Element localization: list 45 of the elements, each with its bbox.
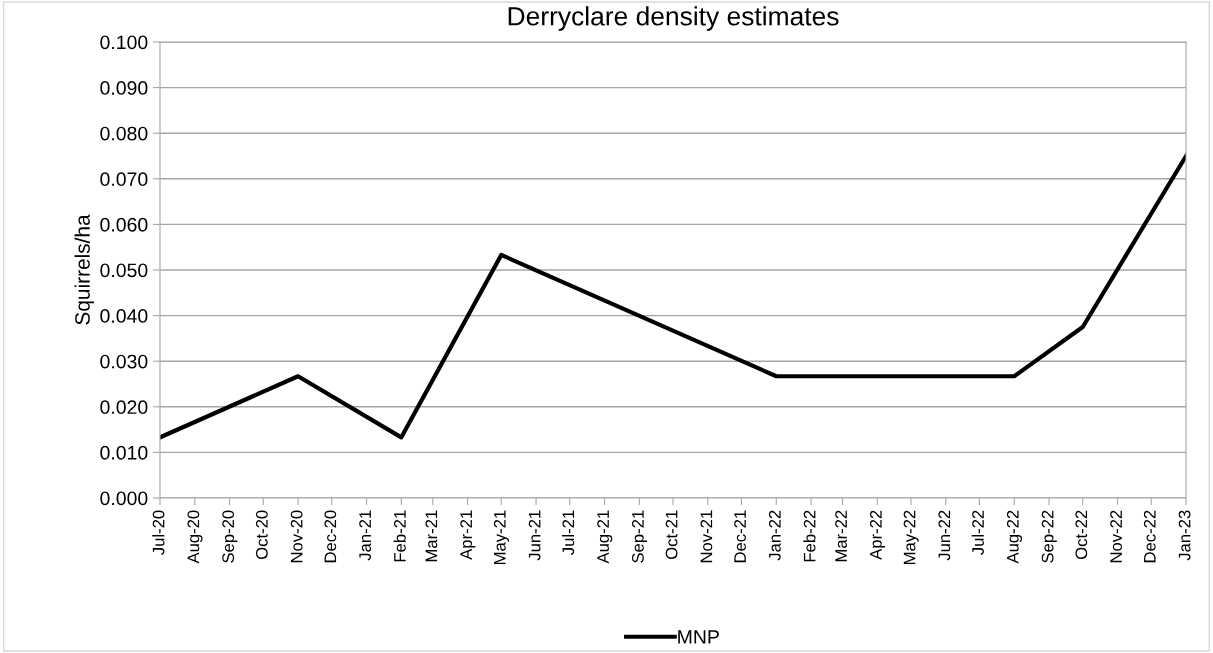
y-tick-label: 0.040 — [100, 309, 148, 323]
chart-title: Derryclare density estimates — [508, 6, 839, 31]
x-tick-label: Oct-22 — [1075, 510, 1088, 560]
x-tick-label: Jun-22 — [938, 510, 951, 561]
x-tick-label: Jul-21 — [561, 510, 575, 555]
x-tick-label: Jun-21 — [528, 510, 541, 561]
x-tick-label: Apr-22 — [869, 510, 886, 560]
x-tick-label: Sep-21 — [632, 510, 648, 563]
x-tick-label: Aug-22 — [1006, 510, 1023, 564]
x-tick-label: Jan-21 — [359, 510, 372, 561]
x-tick-label: Jan-22 — [768, 510, 781, 561]
x-tick-label: Mar-21 — [425, 510, 438, 562]
y-axis-title: Squirrels/ha — [74, 214, 94, 325]
y-tick-label: 0.090 — [100, 81, 148, 95]
x-tick-label: Jul-22 — [971, 510, 984, 555]
x-tick-label: Jan-23 — [1178, 510, 1191, 561]
x-tick-label: Nov-22 — [1110, 510, 1122, 563]
x-tick-label: Sep-20 — [222, 510, 238, 563]
x-tick-label: Apr-21 — [460, 510, 476, 560]
legend-label: MNP — [678, 630, 719, 644]
x-tick-label: Feb-21 — [393, 510, 406, 562]
x-tick-label: Mar-22 — [835, 510, 847, 562]
x-tick-label: Aug-21 — [597, 510, 613, 564]
y-tick-label: 0.030 — [100, 354, 148, 369]
x-tick-label: Dec-22 — [1143, 510, 1156, 563]
y-tick-label: 0.050 — [100, 263, 148, 278]
x-tick-label: Oct-21 — [665, 510, 678, 560]
x-tick-label: Nov-21 — [700, 510, 713, 563]
x-tick-label: May-22 — [903, 510, 919, 565]
y-tick-label: 0.100 — [100, 35, 148, 50]
x-tick-label: Nov-20 — [290, 510, 303, 563]
x-tick-label: Aug-20 — [187, 510, 203, 564]
x-tick-label: Jul-20 — [152, 510, 165, 555]
y-tick-label: 0.000 — [100, 491, 148, 506]
x-tick-label: Sep-22 — [1041, 510, 1057, 563]
y-tick-label: 0.020 — [100, 400, 148, 415]
x-tick-label: Dec-20 — [324, 510, 337, 563]
y-tick-label: 0.010 — [100, 445, 148, 460]
y-tick-label: 0.070 — [100, 172, 148, 187]
x-tick-label: Oct-20 — [255, 510, 268, 560]
y-tick-label: 0.060 — [100, 217, 148, 232]
y-tick-label: 0.080 — [100, 126, 148, 141]
x-tick-label: May-21 — [493, 510, 510, 565]
x-tick-label: Dec-21 — [734, 510, 746, 563]
x-tick-label: Feb-22 — [803, 510, 816, 562]
